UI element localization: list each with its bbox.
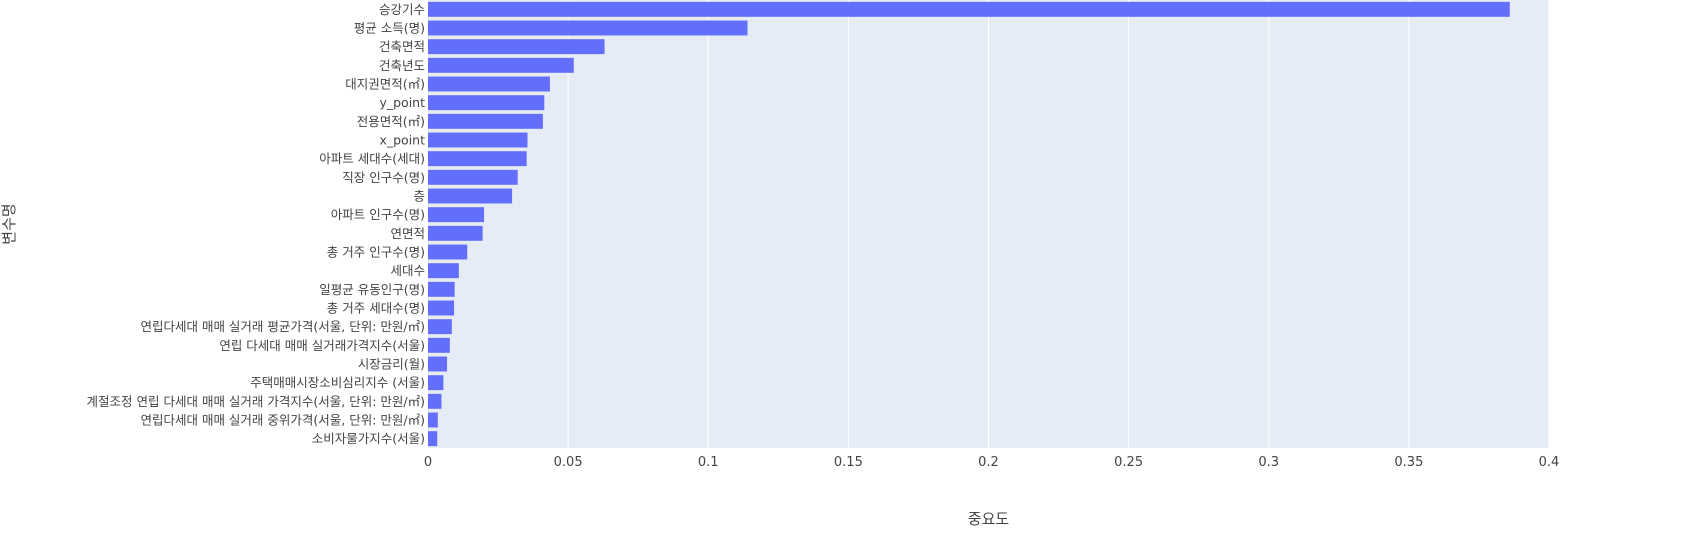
x-gridlines [567, 0, 1550, 448]
y-tick-label: 연립 다세대 매매 실거래가격지수(서울) [219, 338, 425, 353]
bar[interactable] [428, 412, 438, 428]
y-tick-label: 총 거주 세대수(명) [327, 301, 425, 316]
bar[interactable] [428, 132, 528, 148]
y-axis-title: 변수명 [0, 203, 18, 244]
y-tick-label: 승강기수 [379, 2, 425, 17]
y-tick-label: 총 거주 인구수(명) [327, 245, 425, 260]
x-tick-label: 0.35 [1394, 455, 1423, 470]
bar[interactable] [428, 151, 527, 167]
bar[interactable] [428, 1, 1510, 17]
y-tick-label: 직장 인구수(명) [342, 170, 425, 185]
y-tick-label: 평균 소득(명) [354, 21, 425, 36]
y-tick-label: 일평균 유동인구(명) [319, 282, 425, 297]
bar[interactable] [428, 319, 452, 335]
bar[interactable] [428, 225, 483, 241]
bar[interactable] [428, 95, 545, 111]
y-tick-label: 연립다세대 매매 실거래 중위가격(서울, 단위: 만원/㎡) [140, 413, 425, 428]
y-tick-label: y_point [379, 95, 425, 110]
bar[interactable] [428, 20, 748, 36]
x-tick-label: 0.05 [554, 455, 583, 470]
bar[interactable] [428, 39, 605, 55]
x-tick-label: 0.25 [1114, 455, 1143, 470]
y-tick-label: 아파트 인구수(명) [331, 207, 425, 222]
bar[interactable] [428, 375, 444, 391]
x-tick-label: 0.3 [1258, 455, 1279, 470]
y-tick-label: 전용면적(㎡) [357, 114, 425, 129]
bar[interactable] [428, 244, 468, 260]
y-tick-label: 연면적 [390, 226, 425, 241]
y-tick-label: 소비자물가지수(서울) [312, 431, 425, 446]
bar[interactable] [428, 57, 574, 73]
x-tick-labels: 0 0.05 0.1 0.15 0.2 0.25 0.3 0.35 0.4 [424, 455, 1559, 470]
y-tick-label: 대지권면적(㎡) [345, 77, 425, 92]
bar[interactable] [428, 76, 550, 92]
bar[interactable] [428, 113, 543, 129]
bar[interactable] [428, 281, 455, 297]
bar[interactable] [428, 337, 450, 353]
x-tick-label: 0.2 [978, 455, 999, 470]
x-tick-label: 0.1 [698, 455, 719, 470]
y-tick-label: 주택매매시장소비심리지수 (서울) [250, 375, 425, 390]
x-tick-label: 0.4 [1539, 455, 1560, 470]
x-tick-label: 0.15 [834, 455, 863, 470]
y-tick-label: 계절조정 연립 다세대 매매 실거래 가격지수(서울, 단위: 만원/㎡) [87, 394, 425, 409]
bar[interactable] [428, 263, 459, 279]
y-tick-label: 층 [413, 189, 425, 204]
bar[interactable] [428, 356, 448, 372]
x-tick-label: 0 [424, 455, 432, 470]
bar[interactable] [428, 207, 485, 223]
y-tick-label: x_point [379, 133, 425, 148]
bar[interactable] [428, 431, 438, 447]
bar[interactable] [428, 300, 455, 316]
y-tick-label: 건축년도 [379, 58, 425, 73]
x-axis-title: 중요도 [968, 510, 1010, 528]
y-tick-label: 아파트 세대수(세대) [319, 151, 425, 166]
bar[interactable] [428, 393, 442, 409]
y-tick-label: 건축면적 [379, 39, 425, 54]
bar[interactable] [428, 188, 513, 204]
bar[interactable] [428, 169, 518, 185]
y-tick-label: 연립다세대 매매 실거래 평균가격(서울, 단위: 만원/㎡) [140, 319, 425, 334]
y-tick-label: 시장금리(월) [358, 357, 425, 372]
bars [428, 1, 1510, 447]
y-tick-label: 세대수 [390, 263, 425, 278]
